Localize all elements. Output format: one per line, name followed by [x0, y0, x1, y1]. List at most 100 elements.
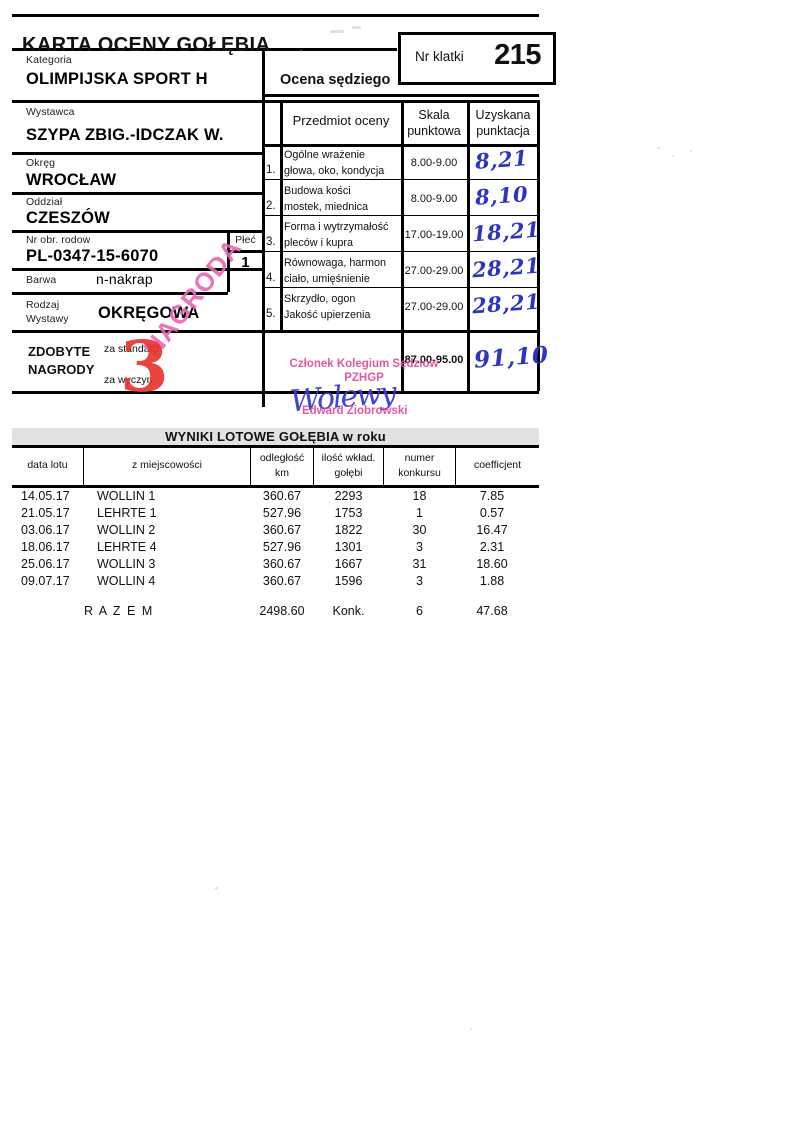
results-row-count: 1753 [334, 506, 363, 520]
judging-total-scale: 87.00-95.00 [404, 354, 464, 366]
barwa-value: n-nakrap [96, 271, 153, 287]
awards-title-line2: NAGRODY [28, 362, 95, 377]
award-for-standard-label: za standard [104, 343, 159, 355]
judging-header-points-line2: punktacja [476, 124, 530, 138]
results-row-place: WOLLIN 1 [97, 489, 156, 503]
results-header-count-line2: gołębi [334, 467, 363, 479]
judging-row-subject-line1: Skrzydło, ogon [284, 293, 356, 305]
rule-results-header-top [12, 445, 539, 448]
judging-row-subject-line1: Ogólne wrażenie [284, 149, 366, 161]
results-row-place: LEHRTE 1 [97, 506, 157, 520]
barwa-label: Barwa [26, 274, 57, 286]
rule-card-top [12, 14, 539, 17]
judging-row-scale: 17.00-19.00 [404, 229, 464, 241]
results-total-label: R A Z E M [84, 604, 154, 618]
results-total-coefficient: 47.68 [476, 604, 508, 618]
rule-jrow2 [262, 215, 539, 216]
results-header-distance-line1: odległość [259, 452, 305, 464]
results-row-count: 2293 [334, 489, 363, 503]
rule-card-bottom [12, 391, 539, 394]
scan-speckle [672, 155, 674, 157]
judging-row-scale: 8.00-9.00 [410, 193, 458, 205]
rule-judge-band-top [262, 48, 397, 51]
wystawca-value: SZYPA ZBIG.-IDCZAK W. [26, 126, 224, 144]
evaluation-card: KARTA OCENY GOŁĘBIA Nr klatki 215 Ocena … [12, 14, 556, 440]
rule-results-col-distance [313, 446, 314, 485]
results-row-distance: 360.67 [262, 574, 302, 588]
rule-plec-left [227, 230, 230, 292]
judging-total-score-handwritten: 91,10 [473, 341, 550, 374]
rule-oddzial-bottom [12, 230, 264, 233]
rule-jrow4 [262, 287, 539, 288]
judging-row-scale: 27.00-29.00 [404, 301, 464, 313]
scan-speckle [215, 887, 218, 890]
cage-number-value: 215 [494, 39, 541, 71]
results-row-date: 14.05.17 [21, 489, 70, 503]
judging-row-subject-line1: Budowa kości [284, 185, 351, 197]
judging-row-score-handwritten: 28,21 [471, 252, 542, 283]
judging-row-number: 3. [266, 236, 276, 248]
rule-jtable-right [537, 100, 540, 391]
results-row-date: 18.06.17 [21, 540, 70, 554]
results-row-place: WOLLIN 4 [97, 574, 156, 588]
rule-under-title [12, 48, 264, 51]
judging-row-subject-line1: Równowaga, harmon [284, 257, 387, 269]
results-title: WYNIKI LOTOWE GOŁĘBIA w roku [12, 428, 539, 445]
judging-header-subject: Przedmiot oceny [292, 113, 390, 128]
results-row-distance: 527.96 [262, 506, 302, 520]
results-row-place: WOLLIN 3 [97, 557, 156, 571]
rule-nrobr-bottom [12, 268, 264, 271]
results-total-distance: 2498.60 [259, 604, 305, 618]
results-row-distance: 360.67 [262, 489, 302, 503]
judge-stamp-line1: Członek Kolegium Sędziów [289, 358, 439, 370]
results-header-contest-line1: numer [404, 452, 435, 464]
results-row-coefficient: 7.85 [479, 489, 505, 503]
results-total-count: Konk. [332, 604, 365, 618]
judging-row-number: 2. [266, 200, 276, 212]
rodzaj-wystawy-label-line2: Wystawy [26, 313, 69, 325]
judging-row-subject-line2: mostek, miednica [284, 201, 369, 213]
judge-evaluation-title: Ocena sędziego [280, 72, 391, 88]
results-row-count: 1822 [334, 523, 363, 537]
results-header-distance-line2: km [275, 467, 289, 479]
results-row-distance: 360.67 [262, 523, 302, 537]
judging-row-number: 1. [266, 164, 276, 176]
wystawca-label: Wystawca [26, 106, 75, 118]
rule-subject-col-right [401, 100, 404, 391]
kategoria-label: Kategoria [26, 54, 72, 66]
results-row-distance: 360.67 [262, 557, 302, 571]
results-row-contest: 31 [412, 557, 427, 571]
judging-header-scale-line2: punktowa [407, 124, 461, 138]
awards-title-line1: ZDOBYTE [28, 344, 91, 359]
results-header-contest-line2: konkursu [398, 467, 441, 479]
judging-row-score-handwritten: 8,10 [474, 181, 529, 210]
judging-header-scale-line1: Skala [418, 108, 450, 122]
results-header-coefficient: coefficjent [473, 459, 522, 471]
results-row-date: 03.06.17 [21, 523, 70, 537]
rule-results-col-count [383, 446, 384, 485]
nr-obraczki-label: Nr obr. rodow [26, 234, 91, 246]
nr-obraczki-value: PL-0347-15-6070 [26, 247, 159, 265]
page-title: KARTA OCENY GOŁĘBIA [22, 34, 271, 56]
results-total-contest: 6 [416, 604, 423, 618]
kategoria-value: OLIMPIJSKA SPORT H [26, 70, 208, 88]
judging-header-points-line1: Uzyskana [475, 108, 531, 122]
judge-stamp-name: Edward Ziobrowski [302, 405, 408, 417]
oddzial-value: CZESZÓW [26, 209, 110, 227]
results-row-coefficient: 16.47 [476, 523, 508, 537]
plec-value: 1 [241, 254, 250, 271]
judging-row-scale: 27.00-29.00 [404, 265, 464, 277]
rule-judge-band-bottom [262, 94, 539, 97]
results-row-coefficient: 2.31 [479, 540, 505, 554]
judging-row-scale: 8.00-9.00 [410, 157, 458, 169]
rule-jheader-bottom [262, 144, 539, 147]
rule-plec-under-label [227, 250, 264, 253]
okreg-value: WROCŁAW [26, 171, 117, 189]
judging-row-subject-line2: Jakość upierzenia [284, 309, 371, 321]
results-row-count: 1667 [334, 557, 363, 571]
rule-wystawca-bottom [12, 152, 264, 155]
judging-row-subject-line2: pleców i kupra [284, 237, 354, 249]
judging-row-subject-line2: ciało, umięśnienie [284, 273, 370, 285]
judging-row-number: 5. [266, 308, 276, 320]
